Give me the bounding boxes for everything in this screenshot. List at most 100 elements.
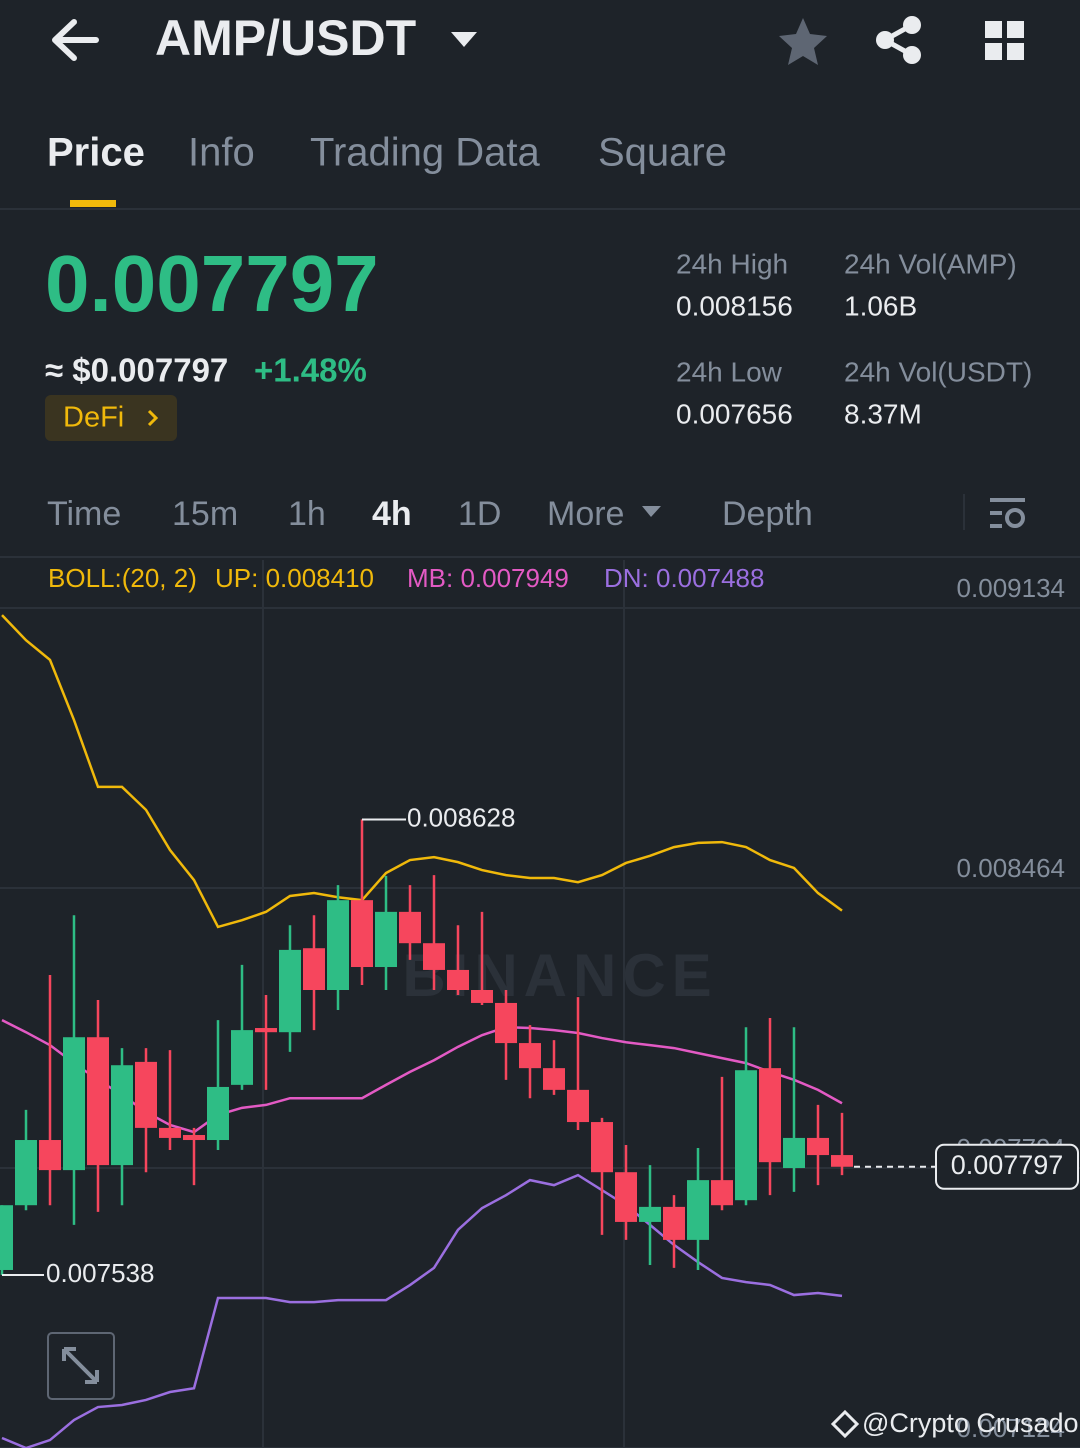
- interval[interactable]: Time: [47, 495, 121, 533]
- tab[interactable]: Trading Data: [310, 131, 541, 175]
- price-change: +1.48%: [254, 352, 367, 389]
- usd-price: ≈ $0.007797: [45, 352, 228, 389]
- stat-value: 0.008156: [676, 290, 793, 321]
- share-icon: [903, 16, 921, 34]
- last-price-label: 0.007797: [951, 1150, 1064, 1180]
- min-label: 0.007538: [46, 1258, 154, 1288]
- candle-body: [687, 1180, 709, 1240]
- pair-title[interactable]: AMP/USDT: [155, 10, 416, 66]
- tab[interactable]: Price: [47, 131, 145, 175]
- y-tick-label: 0.007124: [957, 1413, 1065, 1443]
- stat-label: 24h Low: [676, 356, 783, 387]
- candle-body: [375, 911, 397, 968]
- tag-label: DeFi: [63, 402, 124, 434]
- candle-body: [87, 1037, 109, 1166]
- favorite-star[interactable]: [779, 18, 827, 65]
- y-tick-label: 0.008464: [957, 853, 1065, 883]
- candle-body: [15, 1140, 37, 1206]
- candle-body: [471, 990, 493, 1003]
- candle-body: [39, 1140, 61, 1171]
- candle-body: [735, 1070, 757, 1201]
- interval[interactable]: 15m: [172, 495, 238, 533]
- candle-body: [63, 1037, 85, 1171]
- indicator-legend: MB: 0.007949: [407, 563, 569, 593]
- share-icon: [876, 31, 894, 49]
- interval[interactable]: 4h: [372, 495, 412, 533]
- tab[interactable]: Square: [598, 131, 727, 175]
- share-icon: [903, 46, 921, 64]
- interval[interactable]: More: [547, 495, 624, 533]
- credit-icon: [830, 1409, 860, 1439]
- candle-body: [783, 1137, 805, 1169]
- more-dropdown[interactable]: [642, 506, 661, 517]
- candle-body: [159, 1127, 181, 1138]
- indicator-legend: DN: 0.007488: [604, 563, 764, 593]
- candle-body: [135, 1061, 157, 1128]
- grid-menu[interactable]: [985, 21, 1024, 60]
- candle-body: [495, 1002, 517, 1044]
- candle-body: [207, 1086, 229, 1141]
- legend: BOLL:(20, 2) UP: 0.008410 MB: 0.007949 DN: …: [48, 563, 764, 593]
- pair-dropdown[interactable]: [451, 32, 477, 47]
- credit: @Crypto Crusador: [862, 1408, 1080, 1438]
- chart-settings[interactable]: [990, 498, 1025, 528]
- candle-body: [447, 969, 469, 991]
- tag-background: [45, 395, 177, 441]
- candle-body: [615, 1172, 637, 1222]
- last-price-box: [935, 1143, 1079, 1190]
- share-button[interactable]: [876, 16, 921, 64]
- stat-value: 8.37M: [844, 398, 922, 429]
- back-button[interactable]: [52, 19, 99, 61]
- indicator-legend: UP: 0.008410: [215, 563, 374, 593]
- overlay: 0.008628 0.007538 0.007797: [2, 802, 1079, 1288]
- plot: [0, 614, 853, 1448]
- candle-body: [519, 1043, 541, 1069]
- last-price: 0.007797: [45, 239, 379, 328]
- candle-body: [831, 1155, 853, 1167]
- grid-icon: [985, 21, 1002, 38]
- candle-body: [711, 1180, 733, 1206]
- stat-value: 1.06B: [844, 290, 917, 321]
- bollinger-line: [1, 614, 843, 929]
- interval[interactable]: 1h: [288, 495, 326, 533]
- candle-body: [303, 948, 325, 991]
- back-arrow: [52, 19, 99, 61]
- max-label: 0.008628: [407, 802, 515, 832]
- candle-body: [639, 1206, 661, 1222]
- candle-body: [327, 900, 349, 991]
- candle-body: [351, 900, 373, 968]
- candle-body: [255, 1028, 277, 1033]
- tag-chip[interactable]: DeFi: [45, 395, 177, 441]
- grid-icon: [985, 43, 1002, 60]
- grid-icon: [1007, 21, 1024, 38]
- expand-button[interactable]: [47, 1332, 115, 1400]
- candle-body: [231, 1030, 253, 1085]
- grid-icon: [1007, 43, 1024, 60]
- candle-body: [183, 1135, 205, 1141]
- stat-label: 24h Vol(USDT): [844, 356, 1032, 387]
- tab-indicator: [70, 200, 116, 207]
- candle-body: [279, 949, 301, 1033]
- candle-body: [423, 943, 445, 970]
- y-tick-label: 0.009134: [957, 573, 1065, 603]
- candle-body: [591, 1122, 613, 1173]
- stat-value: 0.007656: [676, 398, 793, 429]
- candle-body: [111, 1065, 133, 1166]
- interval[interactable]: Depth: [722, 495, 813, 533]
- interval[interactable]: 1D: [458, 495, 501, 533]
- candle-body: [0, 1205, 13, 1270]
- candle-body: [759, 1068, 781, 1163]
- indicator-label: BOLL:(20, 2): [48, 563, 197, 593]
- tag-chevron: [147, 409, 159, 427]
- candle-body: [663, 1206, 685, 1240]
- candle-body: [807, 1137, 829, 1156]
- tab[interactable]: Info: [188, 131, 255, 175]
- bollinger-line: [1, 1173, 843, 1448]
- stat-label: 24h High: [676, 248, 788, 279]
- candle-body: [399, 911, 421, 944]
- settings-icon: [990, 498, 1025, 528]
